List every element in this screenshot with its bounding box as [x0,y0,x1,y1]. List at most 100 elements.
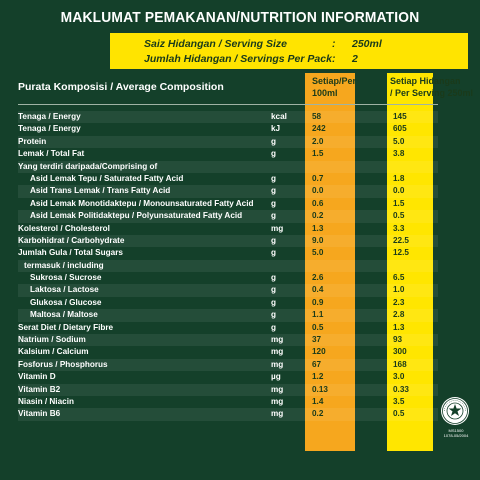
header-divider [18,104,438,105]
row-stripe [18,123,438,135]
table-row: Protein g 2.0 5.0 [0,135,480,149]
per-100ml-header-line2: 100ml [312,88,338,98]
nutrient-name: Vitamin B2 [18,384,61,394]
table-row: termasuk / including [0,259,480,273]
nutrient-unit: g [271,322,277,332]
servings-per-pack-label: Jumlah Hidangan / Servings Per Pack [144,53,332,65]
table-row: Asid Lemak Politidaktepu / Polyunsaturat… [0,210,480,223]
nutrient-name: termasuk / including [24,260,104,270]
nutrient-name: Maltosa / Maltose [30,310,98,320]
value-per-100ml: 2.6 [312,273,324,283]
nutrient-name: Jumlah Gula / Total Sugars [18,248,123,258]
value-per-serving: 2.8 [393,310,405,320]
value-per-100ml: 0.6 [312,198,324,208]
row-stripe [18,358,438,372]
serving-size-value: 250ml [352,38,382,50]
servings-per-pack-colon: : [332,53,336,65]
table-row: Tenaga / Energy kcal 58 145 [0,111,480,124]
table-row: Natrium / Sodium mg 37 93 [0,334,480,347]
nutrient-unit: g [271,248,277,258]
value-per-serving: 1.0 [393,285,405,295]
value-per-100ml: 37 [312,335,322,345]
value-per-100ml: 1.3 [312,223,324,233]
nutrient-unit: g [271,186,277,196]
value-per-serving: 3.5 [393,396,405,406]
nutrient-name: Fosforus / Phosphorus [18,359,108,369]
nutrient-unit: g [271,136,277,146]
nutrient-name: Asid Lemak Politidaktepu / Polyunsaturat… [30,211,243,221]
value-per-100ml: 120 [312,347,326,357]
per-100ml-column-band [305,73,355,451]
row-stripe [18,408,438,421]
value-per-100ml: 0.9 [312,297,324,307]
table-row: Kolesterol / Cholesterol mg 1.3 3.3 [0,223,480,235]
nutrient-name: Natrium / Sodium [18,335,86,345]
nutrient-name: Yang terdiri daripada/Comprising of [18,161,158,171]
nutrition-table: Tenaga / Energy kcal 58 145 Tenaga / Energy k… [0,111,480,421]
value-per-100ml: 1.4 [312,396,324,406]
per-100ml-header-line1: Setiap/Per [312,76,357,86]
value-per-100ml: 0.7 [312,173,324,183]
value-per-serving: 12.5 [393,248,409,258]
value-per-serving: 0.33 [393,384,409,394]
value-per-serving: 0.5 [393,211,405,221]
nutrient-name: Lemak / Total Fat [18,149,85,159]
nutrient-unit: g [271,285,277,295]
nutrient-name: Vitamin D [18,372,56,382]
table-row: Niasin / Niacin mg 1.4 3.5 [0,396,480,408]
table-row: Fosforus / Phosphorus mg 67 168 [0,358,480,372]
nutrient-name: Asid Trans Lemak / Trans Fatty Acid [30,186,171,196]
serving-info-box: Saiz Hidangan / Serving Size : 250ml Jum… [110,33,468,69]
value-per-serving: 2.3 [393,297,405,307]
row-stripe [18,259,438,273]
value-per-100ml: 0.2 [312,409,324,419]
nutrient-unit: g [271,173,277,183]
value-per-100ml: 242 [312,124,326,134]
value-per-100ml: 1.5 [312,149,324,159]
per-serving-header-line2: / Per Serving 250ml [390,88,474,98]
row-stripe [18,160,438,173]
nutrient-name: Asid Lemak Monotidaktepu / Monounsaturat… [30,198,254,208]
serving-size-label: Saiz Hidangan / Serving Size [144,38,287,50]
value-per-serving: 22.5 [393,235,409,245]
value-per-serving: 605 [393,124,407,134]
value-per-100ml: 0.2 [312,211,324,221]
nutrient-unit: g [271,310,277,320]
value-per-serving: 93 [393,335,403,345]
nutrient-name: Serat Diet / Dietary Fibre [18,322,114,332]
row-stripe [18,334,438,347]
row-stripe [18,383,438,396]
serving-size-row: Saiz Hidangan / Serving Size : 250ml [110,36,468,52]
value-per-serving: 1.8 [393,173,405,183]
value-per-serving: 3.3 [393,223,405,233]
nutrition-title: MAKLUMAT PEMAKANAN/NUTRITION INFORMATION [60,9,420,26]
table-row: Vitamin B6 mg 0.2 0.5 [0,408,480,421]
nutrient-name: Sukrosa / Sucrose [30,273,102,283]
table-row: Maltosa / Maltose g 1.1 2.8 [0,309,480,322]
table-row: Glukosa / Glucose g 0.9 2.3 [0,297,480,309]
per-serving-column-band [387,73,433,451]
nutrient-unit: g [271,235,277,245]
table-row: Tenaga / Energy kJ 242 605 [0,123,480,135]
row-stripe [18,309,438,322]
nutrient-unit: mg [271,223,284,233]
nutrient-unit: mg [271,335,284,345]
nutrient-name: Kolesterol / Cholesterol [18,223,110,233]
nutrient-name: Glukosa / Glucose [30,297,102,307]
table-row: Lemak / Total Fat g 1.5 3.8 [0,148,480,160]
nutrient-name: Niasin / Niacin [18,396,74,406]
row-stripe [18,396,438,408]
table-row: Sukrosa / Sucrose g 2.6 6.5 [0,272,480,284]
halal-code-line1: MS1500 [448,428,464,433]
nutrient-unit: mg [271,347,284,357]
nutrient-name: Vitamin B6 [18,409,61,419]
table-row: Asid Trans Lemak / Trans Fatty Acid g 0.0 0… [0,185,480,198]
nutrient-unit: g [271,297,277,307]
table-row: Karbohidrat / Carbohydrate g 9.0 22.5 [0,234,480,248]
value-per-100ml: 9.0 [312,235,324,245]
nutrient-name: Asid Lemak Tepu / Saturated Fatty Acid [30,173,184,183]
value-per-serving: 3.8 [393,149,405,159]
nutrient-name: Karbohidrat / Carbohydrate [18,235,125,245]
per-100ml-header: Setiap/Per 100ml [312,75,372,99]
value-per-serving: 0.0 [393,186,405,196]
